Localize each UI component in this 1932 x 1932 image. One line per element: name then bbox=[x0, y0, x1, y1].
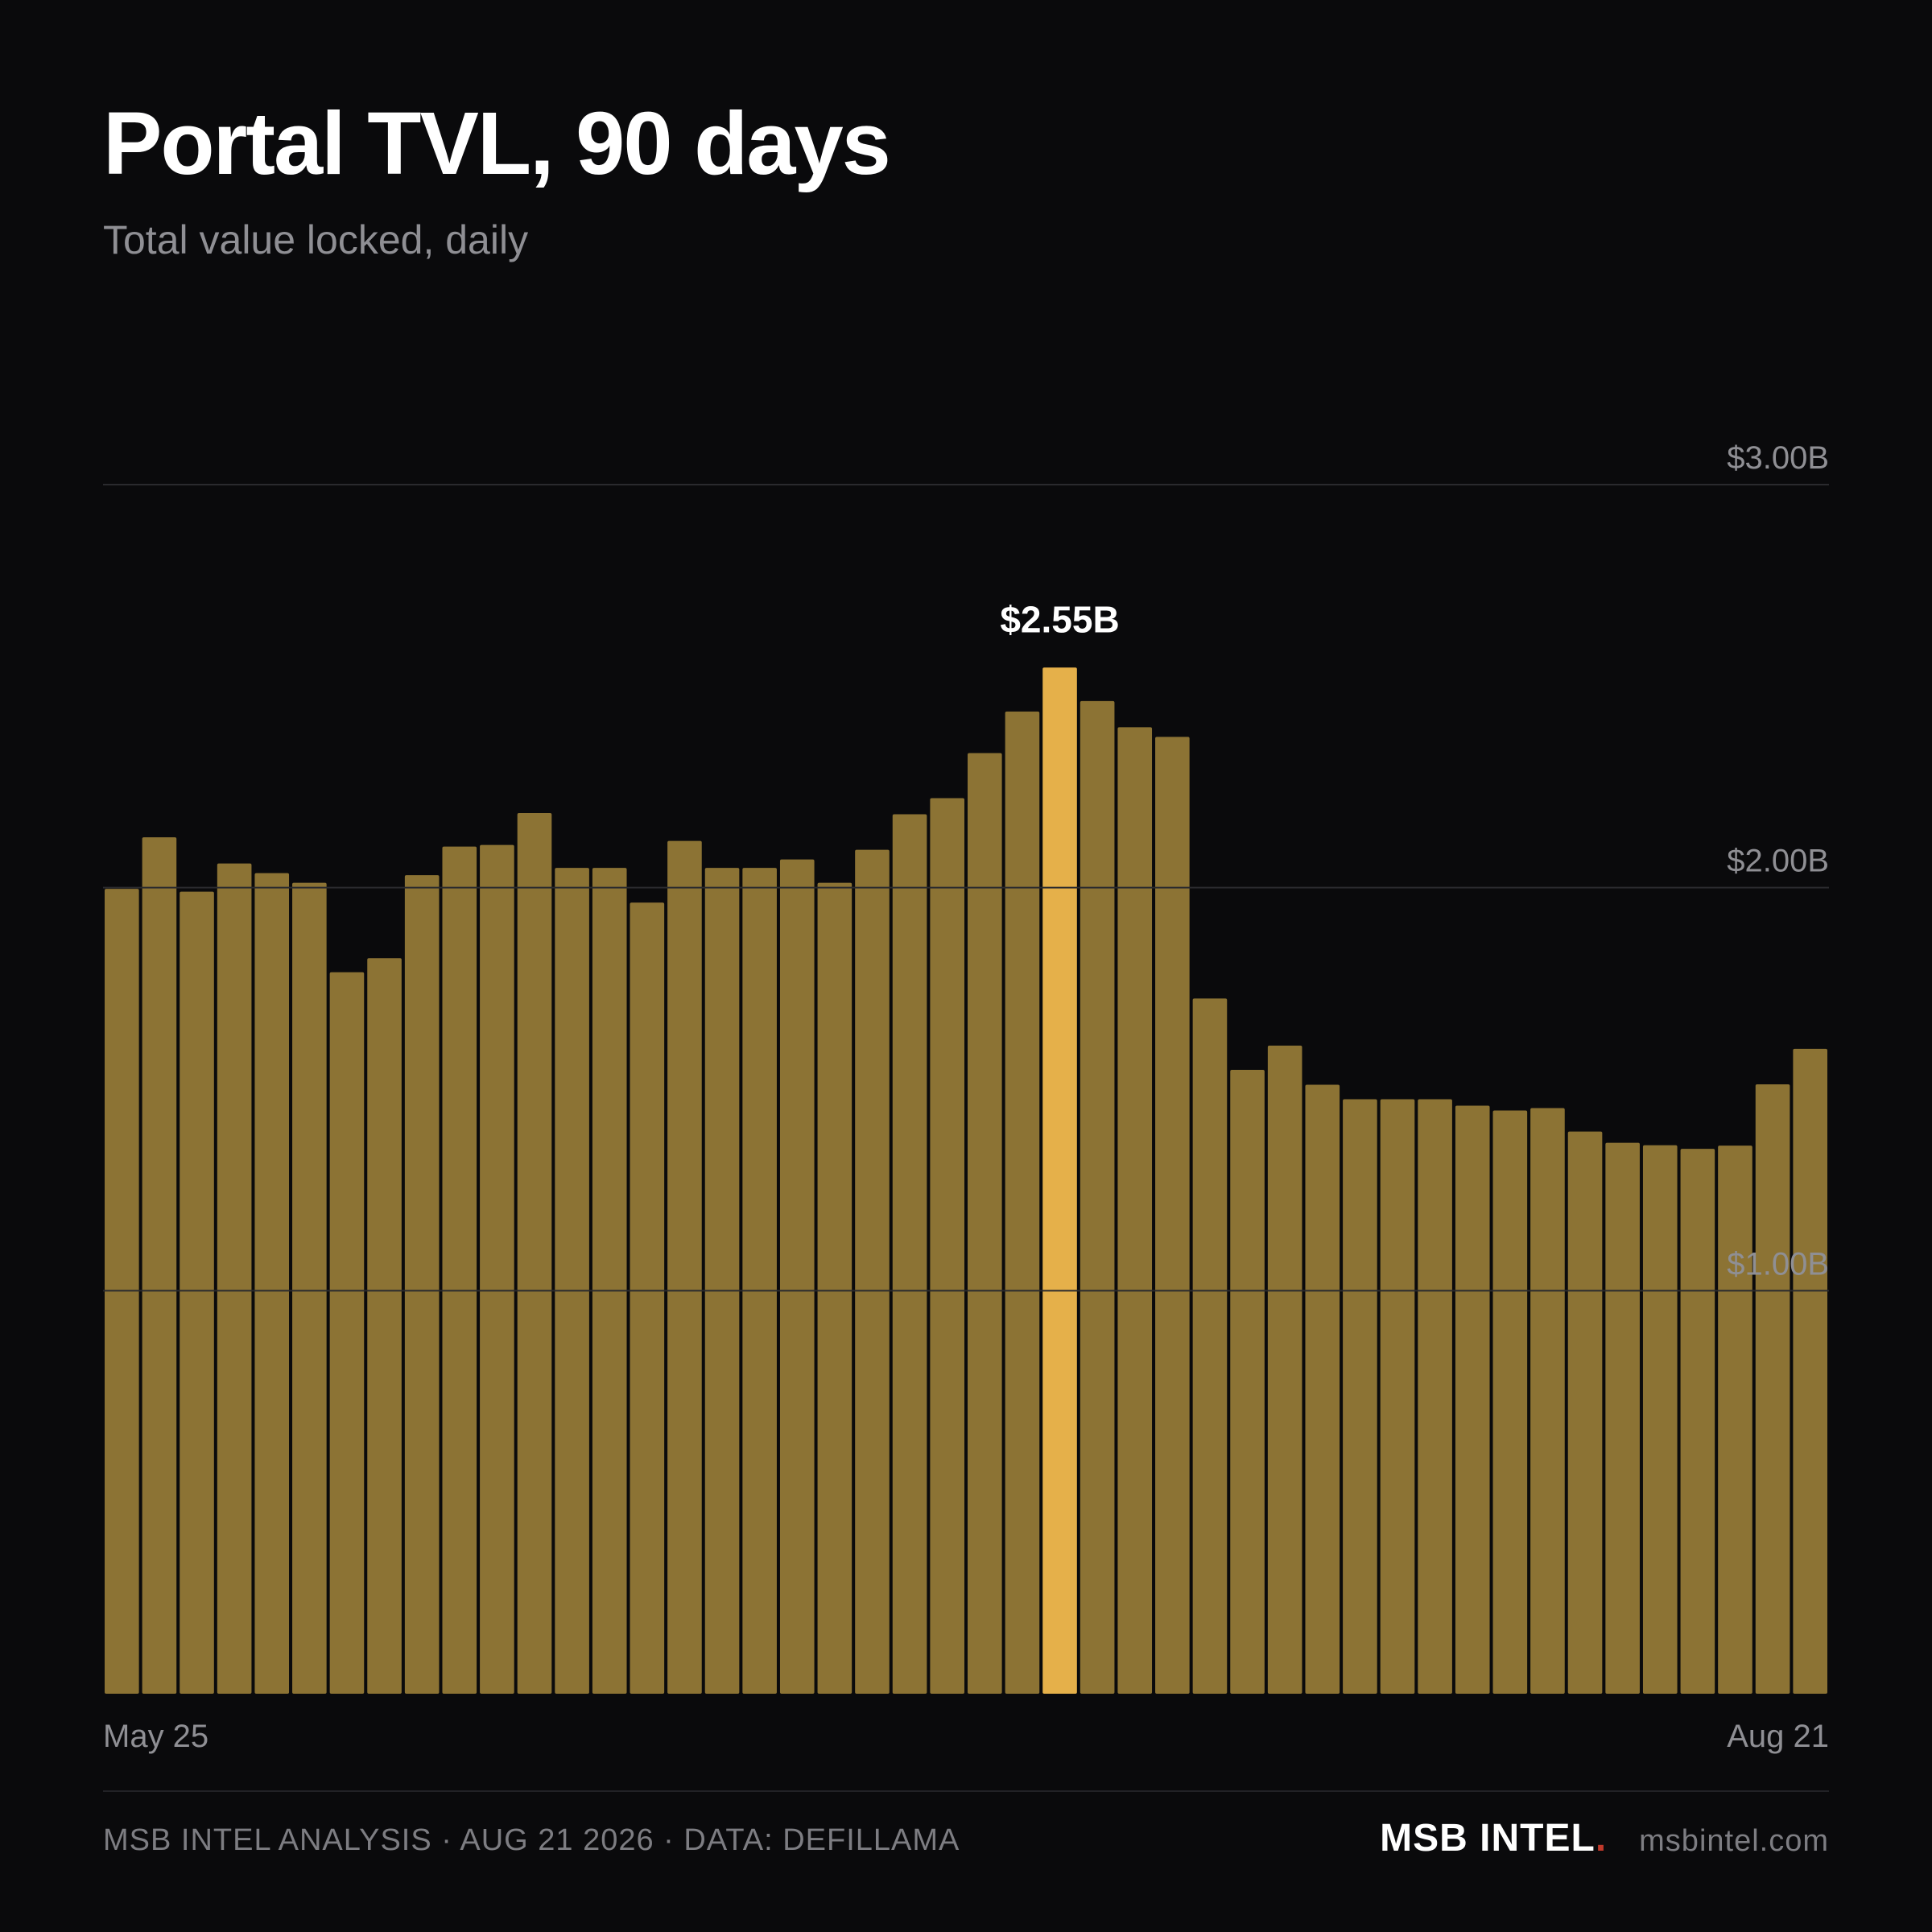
bar bbox=[404, 875, 440, 1694]
bar bbox=[779, 859, 815, 1694]
brand-name: MSB INTEL bbox=[1380, 1817, 1596, 1860]
bar bbox=[1567, 1131, 1603, 1694]
bar bbox=[892, 814, 927, 1694]
x-tick-label-start: May 25 bbox=[103, 1719, 208, 1754]
bar bbox=[1718, 1146, 1752, 1694]
footer-brand-block: MSB INTEL. msbintel.com bbox=[1380, 1818, 1829, 1862]
brand-logo: MSB INTEL. bbox=[1380, 1818, 1607, 1860]
peak-value-label: $2.55B bbox=[1000, 598, 1119, 640]
bar bbox=[1755, 1084, 1790, 1694]
bar bbox=[1642, 1145, 1678, 1694]
y-tick-label: $3.00B bbox=[1727, 440, 1829, 476]
bar bbox=[142, 837, 177, 1694]
bar bbox=[968, 753, 1002, 1695]
bar bbox=[855, 849, 890, 1694]
bar bbox=[480, 844, 514, 1694]
footer-source: MSB INTEL ANALYSIS · AUG 21 2026 · DATA:… bbox=[103, 1823, 960, 1857]
bar bbox=[1155, 737, 1190, 1695]
bar-chart: $3.00B $2.00B $1.00B $2.55B May 25 Aug 21 bbox=[103, 440, 1829, 1754]
bar bbox=[817, 882, 852, 1694]
chart-subtitle: Total value locked, daily bbox=[103, 217, 529, 262]
labels: $3.00B $2.00B $1.00B $2.55B May 25 Aug 21 bbox=[103, 440, 1829, 1754]
site-url: msbintel.com bbox=[1639, 1824, 1829, 1858]
bar bbox=[1192, 998, 1228, 1694]
bar bbox=[1005, 711, 1040, 1694]
bar bbox=[1230, 1069, 1265, 1694]
bar bbox=[1267, 1045, 1302, 1694]
bar bbox=[517, 813, 552, 1694]
bar bbox=[1455, 1105, 1490, 1694]
chart-title: Portal TVL, 90 days bbox=[103, 94, 891, 193]
bar bbox=[329, 972, 365, 1694]
x-tick-label-end: Aug 21 bbox=[1727, 1719, 1829, 1754]
bar bbox=[1605, 1142, 1640, 1694]
bar bbox=[442, 846, 477, 1694]
bar bbox=[630, 902, 665, 1694]
bar bbox=[1793, 1048, 1827, 1694]
bar bbox=[1418, 1099, 1452, 1694]
bar bbox=[367, 958, 402, 1694]
bar bbox=[1343, 1099, 1377, 1694]
bar bbox=[1305, 1084, 1340, 1694]
brand-dot: . bbox=[1595, 1817, 1608, 1860]
bar bbox=[1530, 1108, 1565, 1694]
bar bbox=[592, 868, 627, 1694]
bar bbox=[667, 840, 702, 1694]
bar bbox=[217, 863, 252, 1694]
bar bbox=[930, 798, 964, 1694]
y-tick-label: $2.00B bbox=[1727, 844, 1829, 879]
bar bbox=[742, 868, 777, 1694]
bar bbox=[1080, 700, 1115, 1694]
bar bbox=[555, 868, 589, 1694]
y-tick-label: $1.00B bbox=[1727, 1246, 1829, 1282]
bars bbox=[105, 667, 1827, 1695]
bar bbox=[1117, 727, 1153, 1694]
bar bbox=[180, 891, 214, 1694]
bar bbox=[1380, 1099, 1415, 1694]
bar bbox=[254, 873, 290, 1694]
bar-peak bbox=[1042, 667, 1077, 1694]
bar bbox=[1492, 1110, 1528, 1694]
bar bbox=[704, 868, 740, 1694]
footer-divider bbox=[103, 1790, 1829, 1792]
bar bbox=[292, 882, 327, 1694]
bar bbox=[1680, 1149, 1715, 1694]
